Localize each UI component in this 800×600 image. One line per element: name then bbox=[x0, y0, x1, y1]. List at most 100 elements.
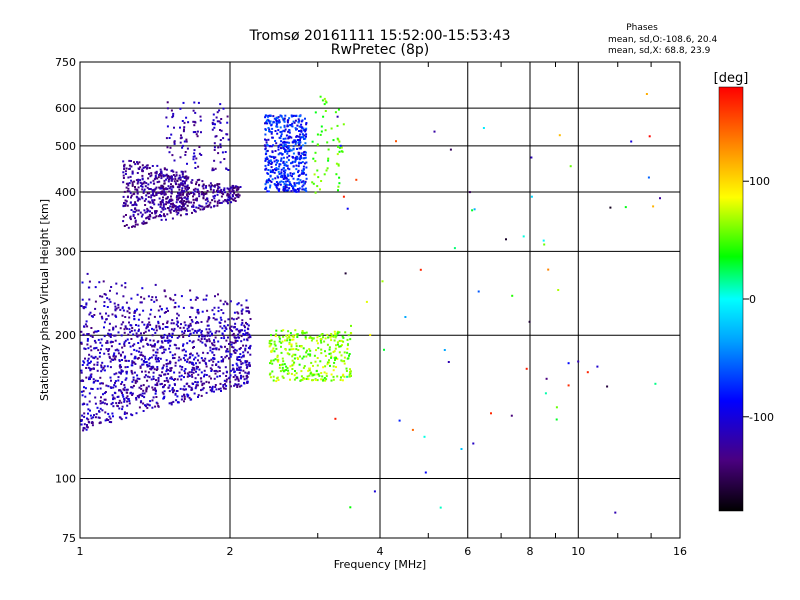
data-point bbox=[193, 124, 196, 127]
data-point bbox=[197, 190, 200, 193]
data-point bbox=[267, 138, 270, 141]
data-point bbox=[194, 387, 197, 390]
data-point bbox=[125, 186, 128, 189]
data-point bbox=[85, 367, 88, 369]
data-point bbox=[192, 188, 195, 191]
data-point bbox=[136, 191, 139, 194]
data-point bbox=[330, 339, 333, 342]
data-point bbox=[113, 384, 116, 387]
data-point bbox=[301, 185, 304, 188]
data-point bbox=[142, 166, 145, 169]
data-point bbox=[89, 374, 92, 377]
data-point bbox=[276, 187, 279, 190]
data-point bbox=[162, 386, 165, 389]
data-point bbox=[295, 135, 298, 138]
data-point bbox=[138, 328, 140, 331]
data-point bbox=[319, 95, 322, 98]
data-point bbox=[320, 180, 323, 182]
data-point bbox=[175, 201, 178, 204]
data-point bbox=[283, 130, 286, 133]
data-point bbox=[320, 125, 323, 128]
data-point bbox=[229, 329, 232, 331]
data-point bbox=[244, 349, 247, 352]
data-point bbox=[210, 368, 213, 371]
data-point bbox=[95, 413, 98, 416]
data-point bbox=[132, 333, 135, 336]
data-point bbox=[305, 161, 308, 164]
data-point bbox=[127, 176, 130, 179]
data-point bbox=[294, 189, 297, 192]
data-point bbox=[174, 378, 176, 381]
data-point bbox=[140, 387, 143, 390]
data-point bbox=[156, 181, 159, 184]
data-point bbox=[94, 355, 97, 358]
data-point bbox=[187, 385, 190, 388]
data-point bbox=[284, 169, 287, 172]
data-point bbox=[100, 338, 103, 341]
data-point bbox=[246, 338, 248, 341]
data-point bbox=[325, 375, 328, 378]
data-point bbox=[114, 380, 117, 383]
data-point bbox=[194, 381, 197, 383]
data-point bbox=[139, 401, 142, 404]
data-point bbox=[235, 317, 238, 320]
data-point bbox=[151, 199, 154, 202]
data-point bbox=[123, 331, 126, 334]
data-point bbox=[274, 150, 277, 152]
data-point bbox=[320, 130, 323, 133]
data-point bbox=[112, 405, 115, 408]
data-point bbox=[236, 188, 239, 191]
data-point bbox=[278, 190, 280, 193]
data-point bbox=[249, 353, 252, 356]
data-point bbox=[288, 150, 291, 153]
data-point bbox=[297, 165, 300, 168]
data-point bbox=[211, 169, 214, 172]
data-point bbox=[142, 220, 145, 223]
data-point bbox=[141, 222, 144, 225]
data-point bbox=[123, 400, 126, 403]
data-point bbox=[96, 361, 99, 364]
stats-line-x: mean, sd,X: 68.8, 23.9 bbox=[608, 46, 711, 56]
plot-frame bbox=[79, 61, 681, 539]
data-point bbox=[173, 306, 176, 309]
data-point bbox=[144, 370, 147, 373]
data-point bbox=[185, 138, 188, 141]
data-point bbox=[155, 210, 158, 213]
data-point bbox=[100, 364, 103, 367]
data-point bbox=[102, 280, 105, 283]
data-point bbox=[141, 395, 144, 397]
data-point bbox=[122, 220, 125, 223]
data-point bbox=[147, 177, 150, 180]
data-point bbox=[213, 142, 216, 145]
data-point bbox=[277, 116, 280, 119]
data-point bbox=[168, 332, 171, 335]
data-point bbox=[200, 338, 203, 340]
data-point bbox=[131, 184, 134, 187]
data-point bbox=[202, 194, 205, 197]
data-point bbox=[127, 359, 130, 362]
data-point bbox=[126, 182, 129, 185]
data-point bbox=[216, 200, 219, 203]
data-point bbox=[301, 119, 304, 122]
data-point bbox=[316, 364, 319, 367]
data-point bbox=[334, 359, 336, 361]
data-point bbox=[142, 402, 145, 405]
data-point bbox=[176, 317, 178, 320]
data-point bbox=[439, 506, 442, 509]
data-point bbox=[94, 402, 97, 405]
data-point bbox=[530, 156, 533, 159]
data-point bbox=[140, 332, 142, 335]
data-point bbox=[292, 141, 294, 144]
data-point bbox=[178, 176, 181, 179]
data-point bbox=[181, 330, 184, 333]
data-point bbox=[150, 196, 153, 199]
data-point bbox=[147, 183, 150, 186]
data-point bbox=[226, 187, 229, 190]
data-point bbox=[126, 388, 129, 391]
data-point bbox=[224, 326, 227, 329]
data-point bbox=[231, 364, 234, 367]
data-point bbox=[471, 209, 474, 212]
data-point bbox=[90, 327, 93, 329]
data-point bbox=[148, 217, 150, 220]
data-point bbox=[284, 171, 286, 174]
